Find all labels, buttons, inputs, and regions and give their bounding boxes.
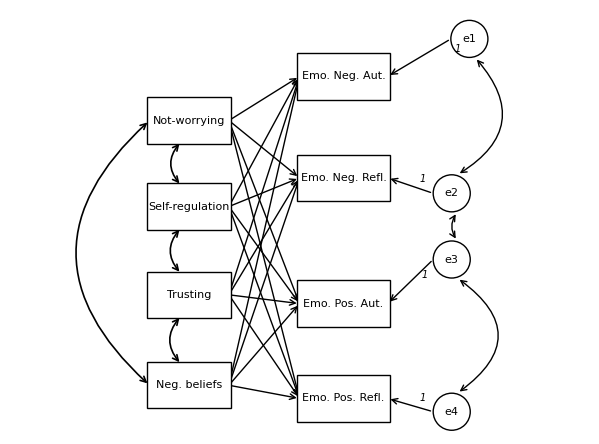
Text: 1: 1 (419, 393, 425, 404)
Text: Emo. Neg. Aut.: Emo. Neg. Aut. (302, 71, 386, 81)
Text: Self-regulation: Self-regulation (149, 202, 230, 211)
Text: e2: e2 (444, 188, 459, 198)
Text: e3: e3 (445, 254, 459, 265)
Circle shape (433, 175, 470, 212)
FancyBboxPatch shape (297, 53, 390, 99)
Circle shape (451, 20, 488, 57)
FancyBboxPatch shape (297, 281, 390, 327)
FancyBboxPatch shape (297, 155, 390, 201)
FancyBboxPatch shape (147, 97, 231, 144)
Circle shape (433, 393, 470, 430)
Text: e4: e4 (444, 407, 459, 417)
Text: 1: 1 (421, 270, 428, 280)
Text: Neg. beliefs: Neg. beliefs (156, 380, 222, 390)
FancyBboxPatch shape (147, 362, 231, 408)
Text: 1: 1 (454, 44, 461, 54)
Text: Emo. Pos. Aut.: Emo. Pos. Aut. (304, 299, 384, 309)
Text: 1: 1 (419, 174, 425, 184)
Text: Trusting: Trusting (167, 290, 211, 300)
FancyBboxPatch shape (297, 375, 390, 422)
Text: e1: e1 (462, 34, 476, 44)
FancyBboxPatch shape (147, 272, 231, 318)
Text: Emo. Neg. Refl.: Emo. Neg. Refl. (301, 173, 386, 183)
Text: Emo. Pos. Refl.: Emo. Pos. Refl. (302, 393, 385, 404)
Circle shape (433, 241, 470, 278)
Text: Not-worrying: Not-worrying (153, 115, 225, 126)
FancyBboxPatch shape (147, 183, 231, 230)
